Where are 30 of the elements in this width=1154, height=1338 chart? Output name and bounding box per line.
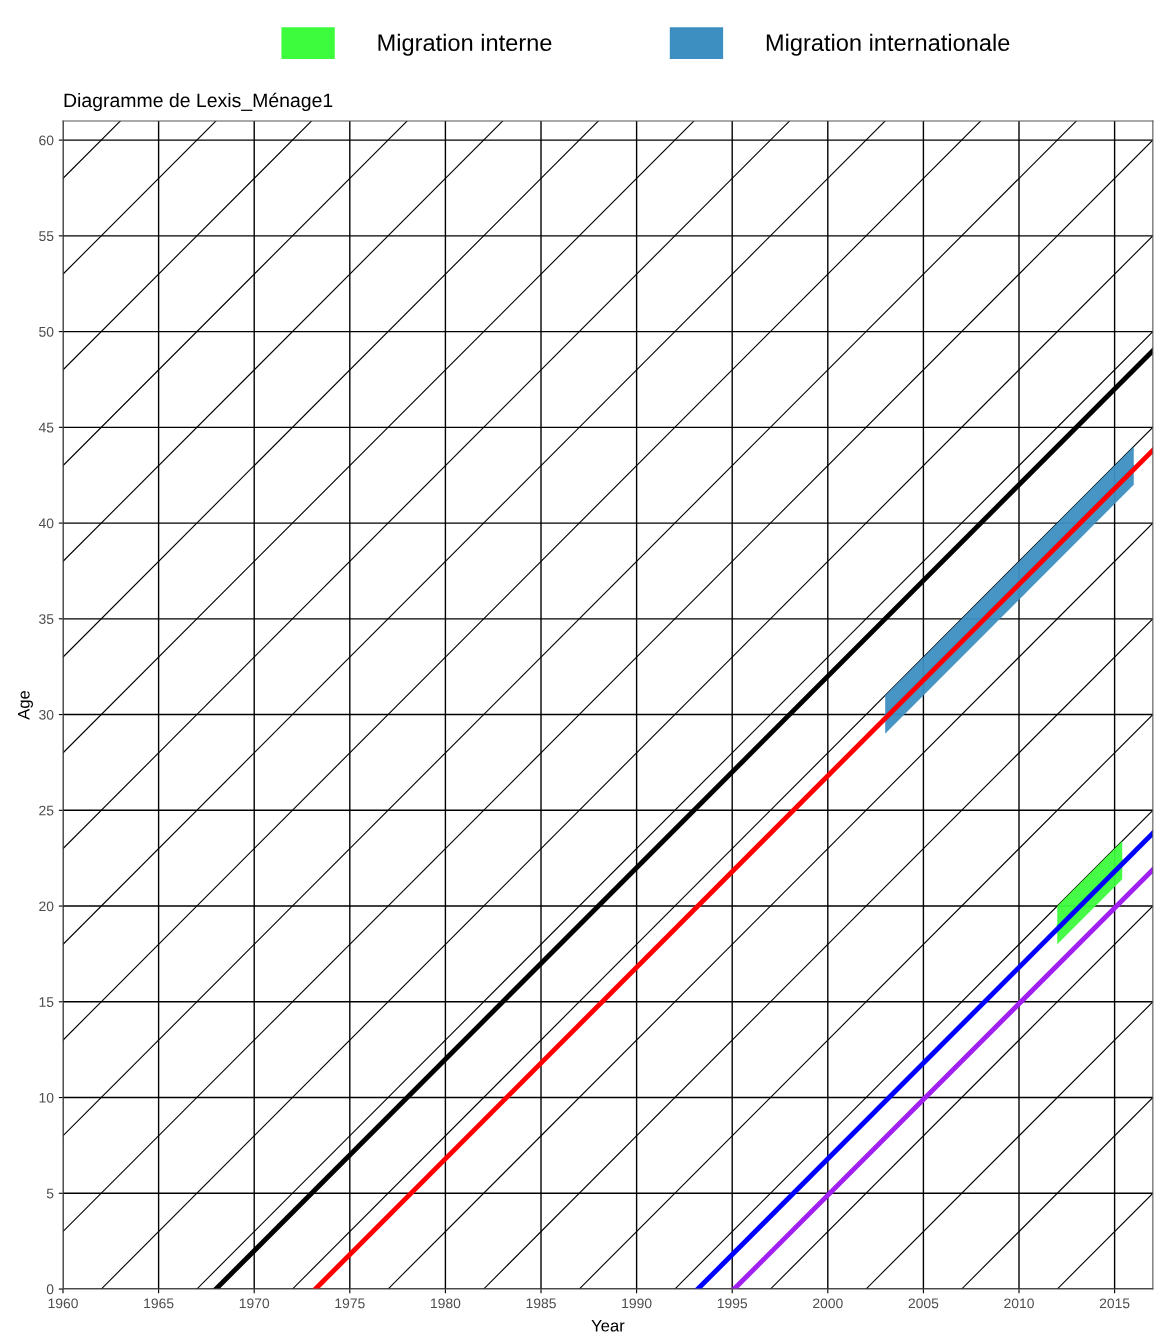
- x-tick-label: 1990: [622, 1298, 652, 1309]
- x-tick-label: 1960: [48, 1298, 78, 1309]
- y-tick-label: 0: [46, 1284, 54, 1295]
- x-tick-label: 1970: [239, 1298, 270, 1309]
- y-tick-label: 10: [39, 1092, 54, 1103]
- x-tick-label: 2005: [908, 1298, 939, 1309]
- y-tick-label: 5: [46, 1188, 54, 1199]
- y-tick-label: 40: [38, 518, 54, 529]
- x-tick-label: 1980: [431, 1298, 461, 1309]
- x-axis-title: Year: [591, 1319, 625, 1332]
- y-tick-label: 35: [39, 614, 54, 624]
- x-tick-label: 1995: [717, 1298, 748, 1309]
- y-tick-label: 15: [39, 997, 54, 1007]
- y-tick-label: 20: [39, 901, 54, 912]
- legend-label: Migration internationale: [766, 33, 1010, 56]
- chart-title: Diagramme de Lexis_Ménage1: [64, 92, 333, 112]
- y-tick-label: 25: [39, 805, 54, 816]
- x-tick-label: 2015: [1099, 1298, 1130, 1309]
- legend-label: Migration interne: [378, 33, 552, 56]
- y-tick-label: 55: [39, 231, 54, 242]
- x-tick-label: 2010: [1004, 1298, 1034, 1309]
- x-tick-label: 1985: [526, 1298, 556, 1309]
- y-tick-label: 60: [39, 135, 54, 146]
- x-tick-label: 2000: [813, 1298, 843, 1309]
- x-tick-label: 1975: [335, 1298, 365, 1309]
- y-tick-label: 30: [39, 709, 54, 720]
- y-axis-title: Age: [18, 690, 33, 720]
- y-tick-label: 45: [38, 422, 54, 433]
- x-tick-label: 1965: [144, 1298, 174, 1309]
- y-tick-label: 50: [39, 326, 54, 337]
